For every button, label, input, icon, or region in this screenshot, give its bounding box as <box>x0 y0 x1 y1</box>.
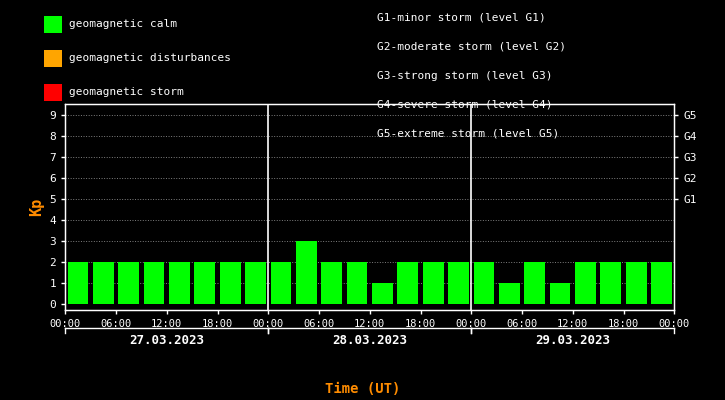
Bar <box>499 283 520 304</box>
Text: G2-moderate storm (level G2): G2-moderate storm (level G2) <box>377 42 566 52</box>
Bar <box>347 262 368 304</box>
Bar <box>600 262 621 304</box>
Text: geomagnetic calm: geomagnetic calm <box>69 20 177 30</box>
Bar <box>651 262 672 304</box>
Text: G1-minor storm (level G1): G1-minor storm (level G1) <box>377 13 546 23</box>
Bar <box>321 262 342 304</box>
Bar <box>194 262 215 304</box>
Bar <box>448 262 469 304</box>
Text: 28.03.2023: 28.03.2023 <box>332 334 407 346</box>
Bar <box>67 262 88 304</box>
Bar <box>372 283 393 304</box>
Bar <box>575 262 596 304</box>
Text: geomagnetic disturbances: geomagnetic disturbances <box>69 54 231 64</box>
Bar <box>270 262 291 304</box>
Bar <box>524 262 545 304</box>
Bar <box>169 262 190 304</box>
Bar <box>144 262 165 304</box>
Bar <box>626 262 647 304</box>
Text: G3-strong storm (level G3): G3-strong storm (level G3) <box>377 70 552 81</box>
Text: G4-severe storm (level G4): G4-severe storm (level G4) <box>377 99 552 109</box>
Bar <box>550 283 571 304</box>
Bar <box>296 241 317 304</box>
Bar <box>473 262 494 304</box>
Text: G5-extreme storm (level G5): G5-extreme storm (level G5) <box>377 128 559 138</box>
Y-axis label: Kp: Kp <box>29 198 44 216</box>
Bar <box>93 262 114 304</box>
Bar <box>397 262 418 304</box>
Bar <box>118 262 139 304</box>
Text: 27.03.2023: 27.03.2023 <box>129 334 204 346</box>
Bar <box>220 262 241 304</box>
Bar <box>245 262 266 304</box>
Bar <box>423 262 444 304</box>
Text: Time (UT): Time (UT) <box>325 382 400 396</box>
Text: geomagnetic storm: geomagnetic storm <box>69 88 183 98</box>
Text: 29.03.2023: 29.03.2023 <box>535 334 610 346</box>
